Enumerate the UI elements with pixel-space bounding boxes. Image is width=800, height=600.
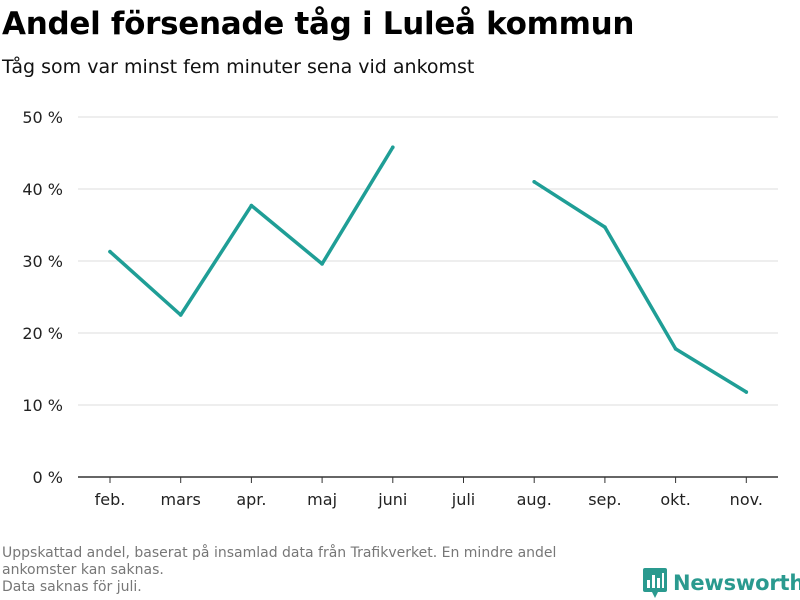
footnote-line: ankomster kan saknas.: [2, 562, 164, 578]
y-tick-label: 20 %: [22, 324, 63, 343]
data-point: [603, 225, 607, 229]
footnote-line: Uppskattad andel, baserat på insamlad da…: [2, 545, 557, 561]
y-tick-label: 0 %: [33, 468, 63, 487]
x-tick-label: nov.: [730, 490, 763, 509]
data-point: [108, 249, 112, 254]
chart-title: Andel försenade tåg i Luleå kommun: [2, 6, 635, 42]
x-tick-label: apr.: [236, 490, 266, 509]
y-tick-label: 10 %: [22, 396, 63, 415]
x-tick-label: juni: [377, 490, 407, 509]
x-tick-label: maj: [307, 490, 337, 509]
x-tick-label: juli: [451, 490, 475, 509]
series-line: [108, 145, 395, 317]
data-point: [532, 180, 536, 184]
x-tick-label: mars: [161, 490, 201, 509]
data-point: [391, 145, 395, 150]
y-tick-label: 40 %: [22, 180, 63, 199]
data-point: [249, 203, 254, 208]
series-line: [532, 180, 749, 394]
y-tick-label: 30 %: [22, 252, 63, 271]
y-tick-label: 50 %: [22, 108, 63, 127]
x-tick-label: sep.: [588, 490, 621, 509]
chart-footnote: Uppskattad andel, baserat på insamlad da…: [2, 545, 632, 596]
bar-chart-speech-bubble-icon: [643, 568, 667, 598]
line-chart: 0 % 10 % 20 % 30 % 40 % 50 % feb. mars apr. maj ju…: [22, 108, 778, 509]
x-tick-label: feb.: [95, 490, 126, 509]
footnote-line: Data saknas för juli.: [2, 579, 142, 595]
chart-subtitle: Tåg som var minst fem minuter sena vid a…: [2, 56, 475, 78]
data-point: [744, 390, 749, 394]
newsworthy-logo: Newsworthy: [643, 568, 800, 598]
x-tick-label: okt.: [660, 490, 690, 509]
brand-name: Newsworthy: [673, 571, 800, 595]
data-point: [320, 262, 324, 266]
x-tick-label: aug.: [517, 490, 552, 509]
data-point: [673, 347, 678, 351]
data-point: [178, 313, 183, 317]
